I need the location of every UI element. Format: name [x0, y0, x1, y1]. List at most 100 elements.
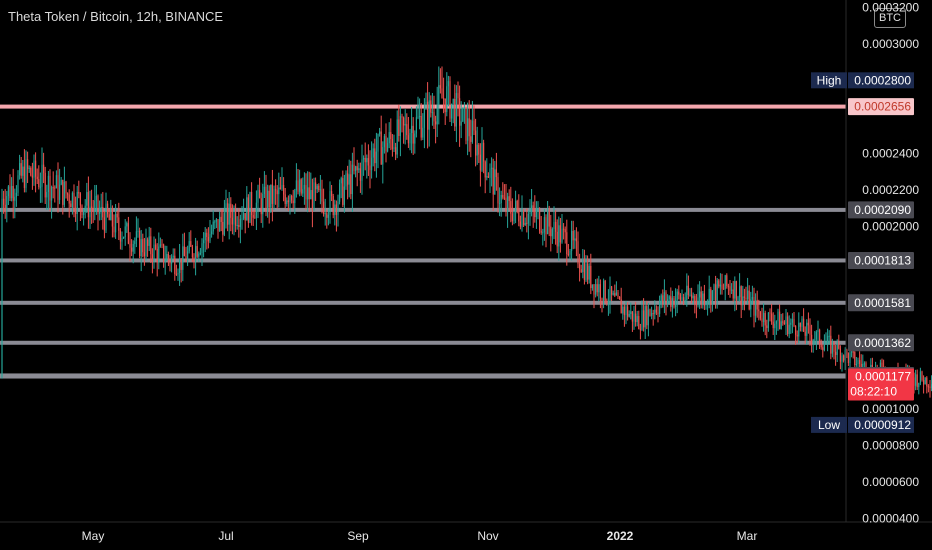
candle-body — [148, 236, 150, 246]
candle-body — [439, 85, 441, 89]
candle-body — [705, 303, 707, 306]
candle-body — [569, 250, 571, 255]
candle-body — [510, 201, 512, 214]
candle-body — [679, 294, 681, 300]
candle-body — [822, 347, 824, 351]
candle-body — [337, 201, 339, 215]
candle-body — [862, 363, 864, 368]
candle-body — [395, 147, 397, 155]
candle-body — [604, 280, 606, 301]
candle-body — [793, 319, 795, 326]
candle-body — [33, 160, 35, 178]
candle-body — [718, 280, 720, 287]
candle-body — [919, 371, 921, 383]
candle-body — [740, 286, 742, 306]
candle-body — [844, 349, 846, 361]
candle-body — [495, 169, 497, 178]
candle-body — [755, 300, 757, 316]
candle-body — [415, 117, 417, 134]
level-line[interactable] — [0, 300, 846, 305]
candle-body — [147, 239, 149, 246]
candle-body — [735, 281, 737, 301]
candle-body — [425, 101, 427, 109]
candle-body — [563, 228, 565, 230]
candle-body — [828, 335, 830, 337]
candle-body — [268, 190, 270, 208]
level-line[interactable] — [0, 207, 846, 212]
candle-body — [519, 221, 521, 227]
candle-body — [353, 164, 355, 171]
candle-body — [732, 289, 734, 299]
candle-body — [107, 203, 109, 215]
candle-body — [137, 230, 139, 232]
candle-body — [393, 147, 395, 150]
candle-body — [534, 211, 536, 218]
candle-body — [502, 194, 504, 198]
candle-body — [739, 286, 741, 298]
candle-body — [489, 168, 491, 178]
candle-body — [347, 173, 349, 185]
candle-body — [617, 292, 619, 297]
candle-body — [487, 176, 489, 178]
candle-body — [143, 252, 145, 257]
candle-body — [507, 196, 509, 212]
currency-badge[interactable]: BTC — [874, 8, 906, 28]
candle-body — [687, 285, 689, 296]
candle-body — [364, 157, 366, 163]
candle-body — [383, 135, 385, 148]
candle-body — [503, 197, 505, 199]
candle-body — [457, 93, 459, 99]
candle-body — [515, 200, 517, 212]
high-tag-bg — [811, 72, 847, 89]
candle-body — [406, 124, 408, 136]
candle-body — [710, 288, 712, 305]
candle-body — [708, 288, 710, 301]
level-line[interactable] — [0, 104, 846, 109]
candle-body — [747, 290, 749, 299]
candle-body — [431, 112, 433, 114]
candle-body — [323, 201, 325, 214]
candle-body — [375, 151, 377, 164]
y-tick-label: 0.0001000 — [862, 402, 919, 416]
candle-body — [918, 382, 920, 388]
candle-body — [763, 312, 765, 323]
candle-body — [27, 159, 29, 169]
candle-body — [606, 300, 608, 304]
candle-body — [476, 144, 478, 156]
candle-body — [251, 191, 253, 216]
candle-body — [230, 203, 232, 218]
candle-body — [86, 192, 88, 206]
candle-body — [630, 311, 632, 314]
candle-body — [575, 238, 577, 242]
candle-body — [430, 100, 432, 113]
candle-body — [558, 225, 560, 247]
candle-body — [785, 316, 787, 324]
level-price-badge-bg — [848, 98, 914, 116]
candle-body — [308, 187, 310, 200]
candle-body — [94, 200, 96, 211]
candle-body — [180, 258, 182, 270]
candle-body — [100, 206, 102, 212]
candle-body — [443, 98, 445, 100]
candle-body — [795, 325, 797, 335]
candle-body — [233, 211, 235, 225]
candle-body — [65, 181, 67, 194]
candle-body — [643, 310, 645, 328]
candle-body — [318, 185, 320, 191]
candle-body — [513, 211, 515, 222]
candle-body — [417, 116, 419, 118]
candle-body — [377, 134, 379, 152]
candle-body — [772, 321, 774, 329]
candle-body — [222, 221, 224, 235]
level-line[interactable] — [0, 340, 846, 345]
candle-body — [281, 185, 283, 189]
candle-body — [572, 230, 574, 241]
level-line[interactable] — [0, 258, 846, 263]
candle-body — [36, 176, 38, 180]
x-tick-label: Sep — [347, 529, 369, 543]
candle-body — [231, 217, 233, 225]
candle-body — [175, 273, 177, 275]
candle-body — [223, 212, 225, 235]
candle-body — [332, 195, 334, 216]
